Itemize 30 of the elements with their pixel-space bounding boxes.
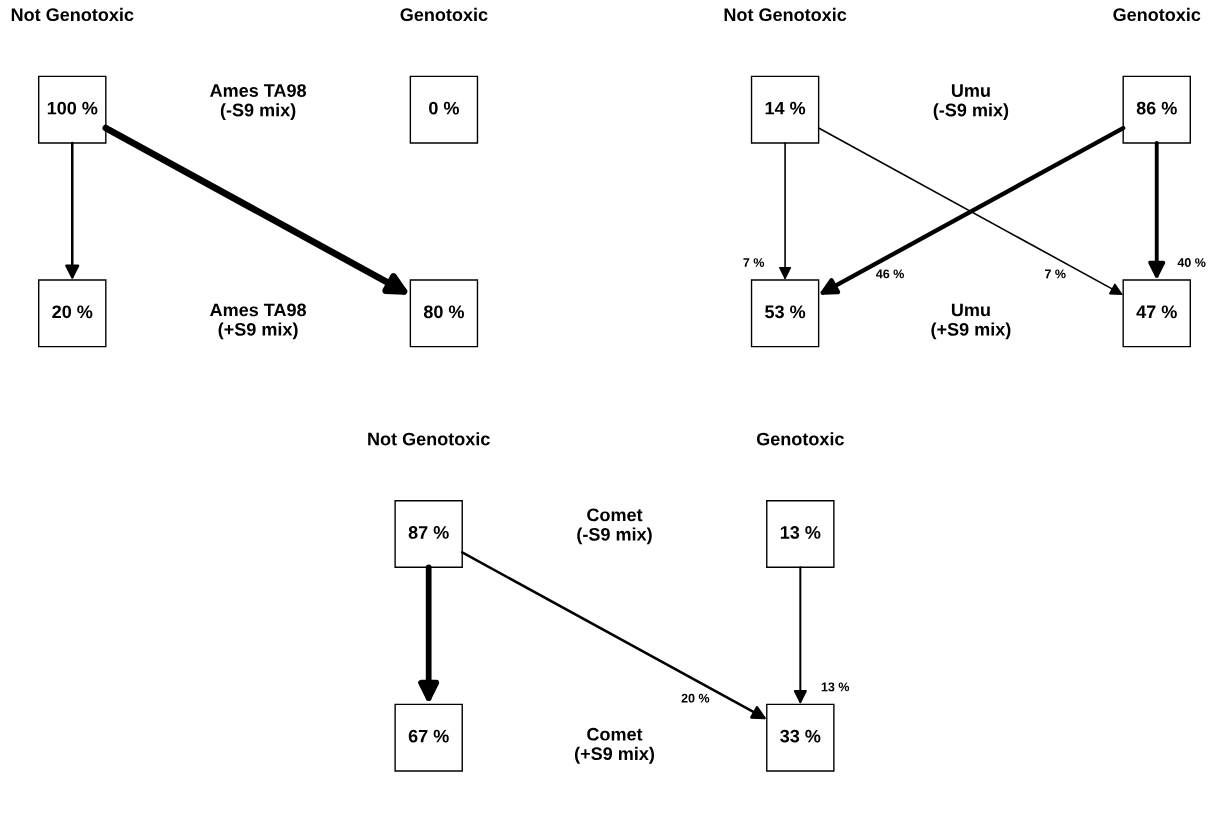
text: 13 %	[821, 682, 850, 692]
text: Ames TA98 (-S9 mix)	[210, 84, 307, 120]
data-label: 20 %	[52, 305, 93, 319]
data-label: 13 %	[780, 526, 821, 539]
text: 7 %	[743, 258, 765, 267]
text: Comet (-S9 mix)	[577, 508, 652, 545]
data-label: 14 %	[765, 101, 806, 115]
data-label: 80 %	[423, 305, 465, 319]
data-label: 33 %	[780, 729, 821, 743]
data-label: 86 %	[1136, 101, 1177, 115]
text: 46 %	[876, 269, 904, 279]
text: 7 %	[1044, 269, 1066, 279]
category-label: Genotoxic	[756, 432, 844, 446]
text: Ames TA98 (+S9 mix)	[210, 303, 307, 340]
data-label: 87 %	[408, 526, 449, 539]
text: 40 %	[1177, 258, 1206, 267]
text: Comet (+S9 mix)	[575, 727, 654, 764]
category-label: Genotoxic	[1113, 7, 1201, 22]
category-label: Not Genotoxic	[368, 432, 490, 446]
text: 20 %	[681, 693, 710, 703]
text: Umu (-S9 mix)	[933, 84, 1009, 120]
data-label: 47 %	[1136, 305, 1177, 319]
text: Umu (+S9 mix)	[931, 303, 1011, 340]
data-label: 0 %	[429, 101, 459, 115]
category-label: Not Genotoxic	[11, 7, 134, 22]
data-label: 67 %	[408, 729, 449, 743]
data-label: 100 %	[47, 101, 98, 115]
category-label: Genotoxic	[400, 7, 488, 22]
data-label: 53 %	[765, 305, 806, 319]
category-label: Not Genotoxic	[724, 7, 847, 22]
